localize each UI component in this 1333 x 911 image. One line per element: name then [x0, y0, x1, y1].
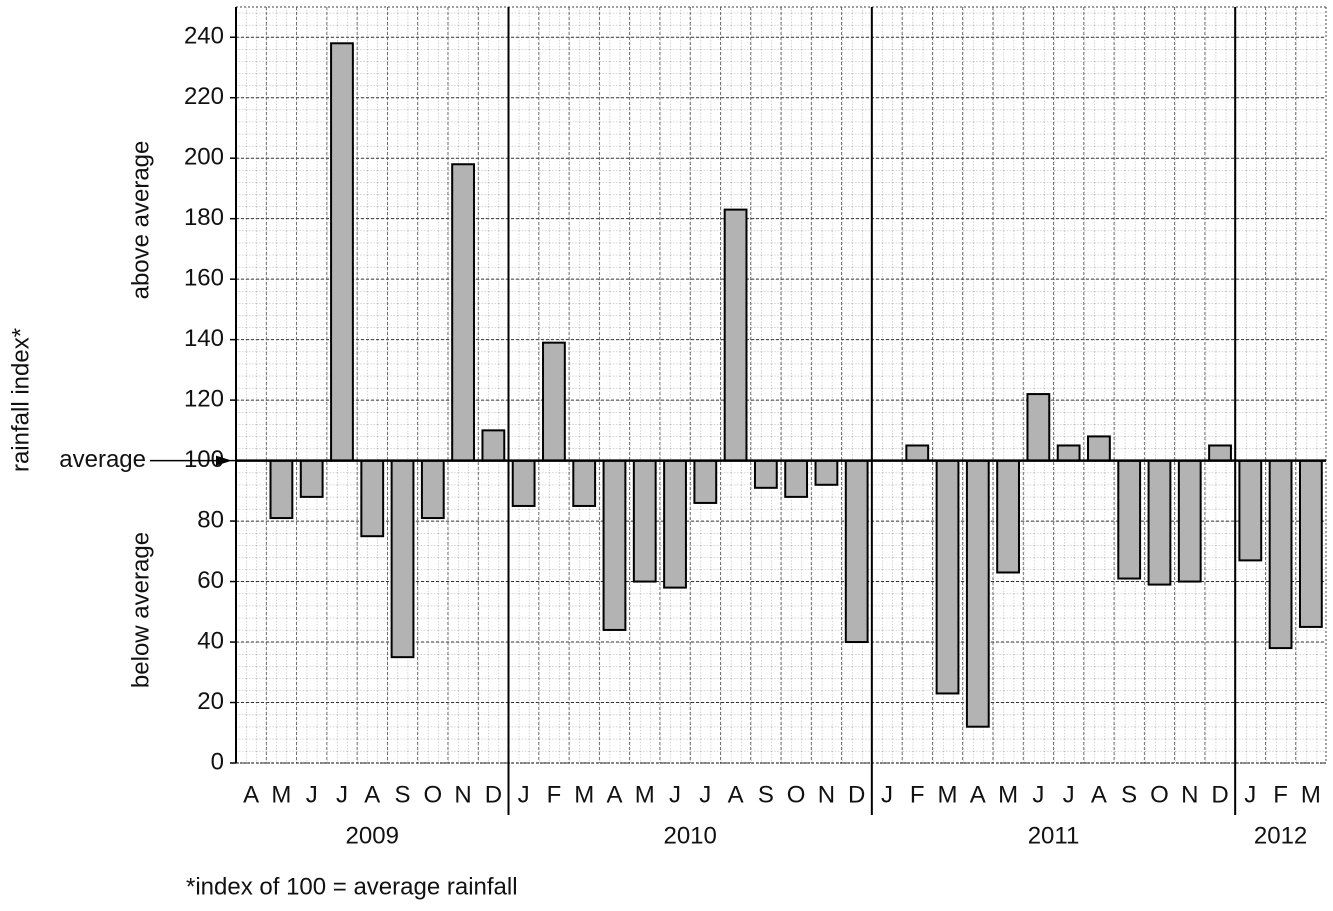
x-tick-label: J [306, 781, 318, 808]
x-tick-label: M [574, 781, 594, 808]
y-tick-label: 240 [184, 23, 224, 50]
bar [1117, 459, 1142, 580]
y-tick-label: 200 [184, 144, 224, 171]
year-label: 2012 [1254, 822, 1307, 849]
bar [693, 459, 718, 504]
x-tick-label: A [364, 781, 380, 808]
x-tick-label: A [606, 781, 622, 808]
y-tick-label: 220 [184, 83, 224, 110]
bar [360, 459, 385, 538]
bar [269, 459, 294, 520]
year-label: 2009 [346, 822, 399, 849]
x-tick-label: M [635, 781, 655, 808]
y-tick-label: 120 [184, 385, 224, 412]
baseline-arrowhead [216, 455, 232, 466]
grid-layer [235, 6, 1327, 764]
bar [330, 42, 354, 462]
x-tick-label: D [1211, 781, 1228, 808]
bar [1147, 459, 1172, 586]
bar [1026, 393, 1051, 462]
y-tick-label: 140 [184, 325, 224, 352]
x-tick-label: A [728, 781, 744, 808]
bar [572, 459, 597, 507]
x-tick-label: J [669, 781, 681, 808]
x-tick-label: N [454, 781, 471, 808]
bar [299, 459, 324, 498]
y-tick-label: 40 [197, 627, 224, 654]
bar [602, 459, 627, 631]
x-tick-label: A [1091, 781, 1107, 808]
x-tick-label: O [423, 781, 442, 808]
x-tick-label: O [1150, 781, 1169, 808]
y-tick-label: 60 [197, 567, 224, 594]
x-tick-label: M [998, 781, 1018, 808]
bar [1056, 444, 1081, 462]
y-tick-label: 160 [184, 265, 224, 292]
y-tick-label: 0 [211, 748, 224, 775]
x-tick-label: J [699, 781, 711, 808]
x-tick-label: J [881, 781, 893, 808]
bar [814, 459, 839, 486]
bar [996, 459, 1020, 574]
bar [663, 459, 687, 589]
y-tick-label: 20 [197, 688, 224, 715]
bar [723, 208, 748, 462]
year-label: 2010 [663, 822, 716, 849]
x-tick-label: F [1273, 781, 1288, 808]
x-tick-label: O [787, 781, 806, 808]
bar [1208, 444, 1232, 462]
baseline-label: average [59, 446, 146, 473]
bar [1298, 459, 1323, 628]
above-label: above average [127, 141, 154, 300]
bar [753, 459, 778, 489]
bar [632, 459, 657, 583]
x-tick-label: A [243, 781, 259, 808]
x-tick-label: J [1032, 781, 1044, 808]
footnote: *index of 100 = average rainfall [186, 873, 518, 900]
x-tick-label: S [395, 781, 411, 808]
below-label: below average [127, 532, 154, 688]
bar [935, 459, 960, 695]
bar [965, 459, 990, 728]
x-tick-label: M [271, 781, 291, 808]
year-label: 2011 [1028, 822, 1080, 849]
y-tick-label: 80 [197, 506, 224, 533]
y-axis-label: rainfall index* [7, 328, 34, 472]
bar [511, 459, 536, 507]
bar [844, 459, 869, 644]
x-tick-label: D [848, 781, 865, 808]
x-tick-label: F [910, 781, 925, 808]
bar [481, 429, 506, 462]
bars-layer [269, 42, 1323, 728]
bar [1087, 435, 1111, 462]
x-tick-label: D [485, 781, 502, 808]
bar [1238, 459, 1263, 562]
x-tick-label: N [818, 781, 835, 808]
x-tick-label: M [1301, 781, 1321, 808]
x-tick-label: N [1181, 781, 1198, 808]
bar [542, 341, 566, 462]
bar [1177, 459, 1202, 583]
x-tick-label: J [1244, 781, 1256, 808]
x-tick-label: J [336, 781, 348, 808]
y-tick-label: 180 [184, 204, 224, 231]
bar [390, 459, 415, 659]
x-tick-label: S [1121, 781, 1137, 808]
x-tick-label: F [547, 781, 562, 808]
bar [905, 444, 930, 462]
bar [1268, 459, 1293, 650]
bar [784, 459, 809, 498]
x-tick-label: S [758, 781, 774, 808]
bar [451, 163, 475, 462]
bar [420, 459, 445, 520]
x-tick-label: J [518, 781, 530, 808]
x-tick-label: J [1063, 781, 1075, 808]
x-tick-label: M [938, 781, 958, 808]
x-tick-label: A [970, 781, 986, 808]
